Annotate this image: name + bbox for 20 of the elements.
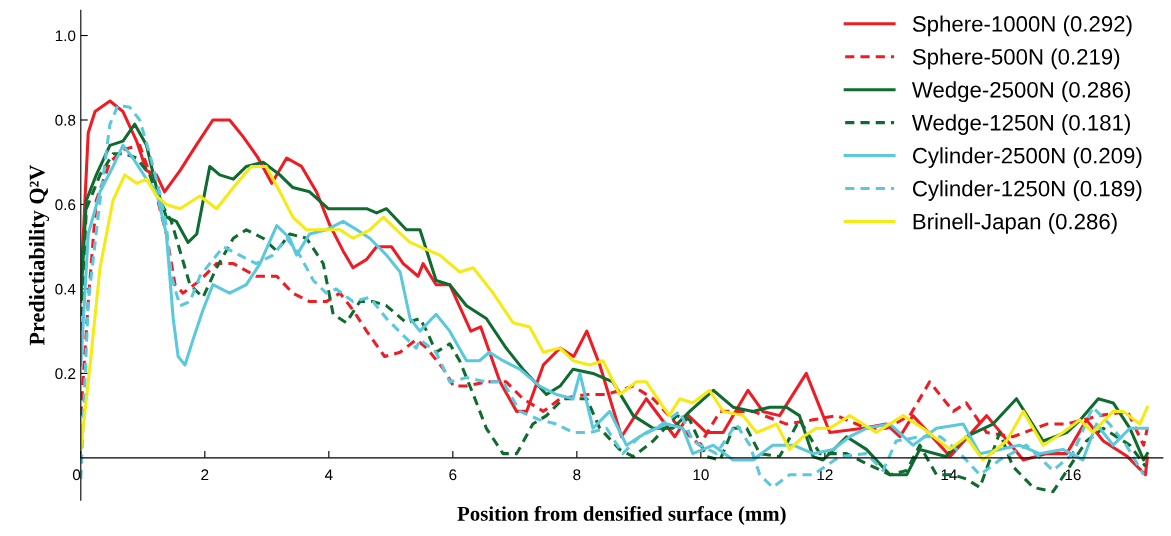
x-tick-label: 6 <box>449 469 457 481</box>
y-axis-title: Predictiability Q²V <box>28 164 50 346</box>
y-tick-label: 0.6 <box>55 199 76 211</box>
legend-label: Brinell-Japan (0.286) <box>913 213 1117 234</box>
y-tick-label: 1.0 <box>55 30 76 42</box>
legend-label: Cylinder-2500N (0.209) <box>912 147 1142 168</box>
x-tick-label: 16 <box>1065 469 1081 481</box>
y-tick-label: 0.8 <box>55 114 76 126</box>
legend-label: Wedge-2500N (0.286) <box>911 81 1130 103</box>
legend-label: Wedge-1250N (0.181) <box>911 114 1130 136</box>
legend-label: Sphere-1000N (0.292) <box>912 15 1132 37</box>
x-tick-label: 8 <box>573 469 581 481</box>
x-tick-label: 4 <box>324 469 333 481</box>
x-tick-label: 2 <box>201 469 209 481</box>
y-tick-label: 0.4 <box>55 283 76 295</box>
x-tick-label: 10 <box>693 469 709 481</box>
legend-label: Sphere-500N (0.219) <box>912 48 1120 70</box>
x-axis-title: Position from densified surface (mm) <box>457 505 786 526</box>
y-tick-label: 0.2 <box>55 368 76 380</box>
legend-label: Cylinder-1250N (0.189) <box>912 180 1142 201</box>
